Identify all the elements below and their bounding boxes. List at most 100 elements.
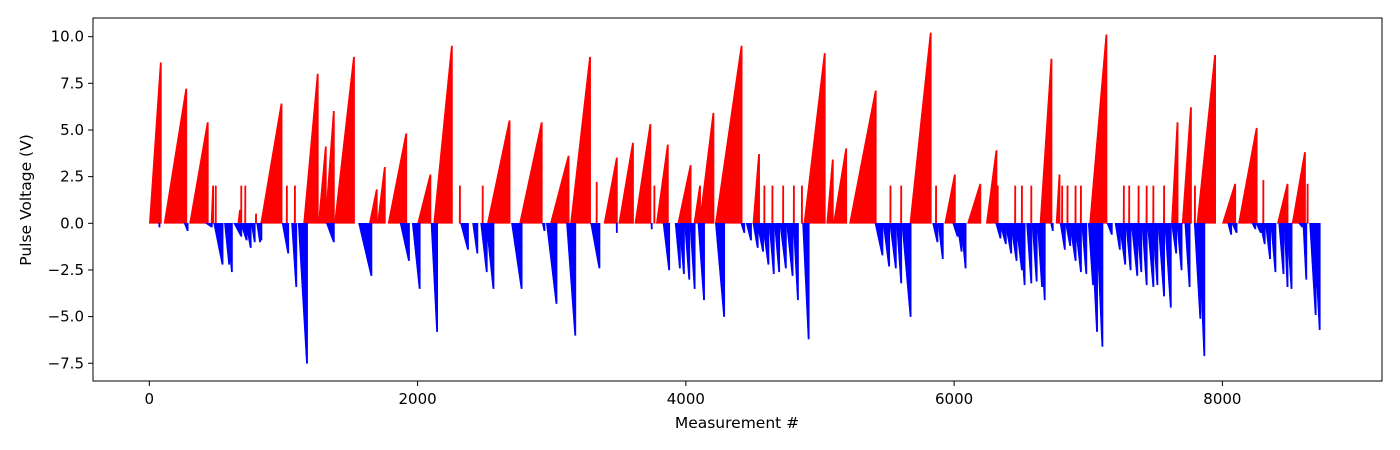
positive-pulse-bar-57 bbox=[1030, 185, 1033, 224]
negative-pulse-bar-59 bbox=[995, 222, 1002, 239]
plot-frame bbox=[92, 17, 1383, 382]
negative-pulse-bar-50 bbox=[882, 222, 891, 267]
y-tick-label-0: −7.5 bbox=[48, 354, 84, 372]
negative-pulse-bar-31 bbox=[662, 222, 671, 271]
positive-pulse-bar-80 bbox=[1306, 183, 1309, 224]
positive-pulse-bar-22 bbox=[481, 185, 484, 224]
positive-pulse-bar-39 bbox=[771, 185, 774, 224]
positive-pulse-bar-20 bbox=[433, 45, 453, 224]
negative-pulse-bar-39 bbox=[745, 222, 752, 241]
negative-pulse-bar-88 bbox=[1164, 222, 1172, 308]
negative-pulse-bar-86 bbox=[1152, 222, 1159, 286]
positive-pulse-bar-35 bbox=[698, 112, 715, 224]
positive-pulse-bar-31 bbox=[653, 185, 656, 224]
negative-pulse-bar-16 bbox=[358, 222, 373, 276]
positive-pulse-bar-58 bbox=[1039, 58, 1053, 224]
negative-pulse-bar-105 bbox=[1302, 222, 1308, 280]
negative-pulse-bar-14 bbox=[297, 222, 308, 364]
positive-pulse-bar-15 bbox=[334, 56, 355, 224]
positive-pulse-bar-51 bbox=[944, 174, 956, 224]
negative-pulse-bar-51 bbox=[889, 222, 897, 269]
negative-pulse-bar-54 bbox=[932, 222, 939, 243]
negative-pulse-bar-34 bbox=[684, 222, 691, 280]
positive-pulse-bar-42 bbox=[800, 185, 803, 224]
negative-pulse-bar-65 bbox=[1026, 222, 1033, 284]
negative-pulse-bar-35 bbox=[689, 222, 696, 289]
y-tick-label-3: 0.0 bbox=[60, 214, 84, 232]
positive-pulse-bar-73 bbox=[1193, 185, 1196, 224]
negative-pulse-bar-68 bbox=[1039, 222, 1046, 301]
y-tick-label-4: 2.5 bbox=[60, 168, 84, 186]
negative-pulse-bar-6 bbox=[233, 222, 243, 237]
positive-pulse-bar-62 bbox=[1074, 185, 1077, 224]
negative-pulse-bar-64 bbox=[1019, 222, 1026, 286]
positive-pulse-bar-74 bbox=[1196, 55, 1216, 224]
x-axis-title: Measurement # bbox=[675, 414, 799, 432]
negative-pulse-bar-81 bbox=[1125, 222, 1132, 271]
positive-pulse-bar-21 bbox=[458, 185, 461, 224]
negative-pulse-bar-13 bbox=[291, 222, 298, 288]
positive-pulse-bar-47 bbox=[889, 185, 892, 224]
negative-pulse-bar-100 bbox=[1270, 222, 1277, 273]
negative-pulse-bar-84 bbox=[1141, 222, 1148, 286]
positive-pulse-bar-61 bbox=[1066, 185, 1069, 224]
positive-pulse-bar-46 bbox=[849, 90, 877, 224]
positive-pulse-bar-52 bbox=[967, 183, 982, 224]
positive-pulse-bar-13 bbox=[318, 146, 327, 224]
y-tick-label-1: −5.0 bbox=[48, 308, 84, 326]
negative-pulse-bar-15 bbox=[325, 222, 335, 243]
positive-pulse-bar-76 bbox=[1238, 127, 1258, 224]
negative-pulse-bar-2 bbox=[204, 222, 213, 228]
y-axis-title: Pulse Voltage (V) bbox=[17, 134, 35, 266]
negative-pulse-bar-95 bbox=[1231, 222, 1238, 233]
negative-pulse-bar-62 bbox=[1010, 222, 1018, 261]
negative-pulse-bar-99 bbox=[1264, 222, 1271, 260]
positive-pulse-bar-23 bbox=[486, 120, 511, 224]
negative-pulse-bar-28 bbox=[590, 222, 601, 269]
negative-pulse-bar-69 bbox=[1050, 222, 1054, 232]
negative-pulse-bar-40 bbox=[752, 222, 759, 248]
negative-pulse-bar-101 bbox=[1278, 222, 1285, 274]
negative-pulse-bar-36 bbox=[697, 222, 705, 301]
y-tick-label-6: 7.5 bbox=[60, 74, 84, 92]
positive-pulse-bar-67 bbox=[1137, 185, 1140, 224]
negative-pulse-bar-87 bbox=[1157, 222, 1166, 297]
positive-pulse-bar-8 bbox=[254, 213, 257, 224]
negative-pulse-bar-94 bbox=[1227, 222, 1233, 235]
positive-pulse-bar-50 bbox=[935, 185, 937, 224]
negative-pulse-bar-60 bbox=[999, 222, 1007, 245]
negative-pulse-bar-42 bbox=[761, 222, 770, 265]
positive-pulse-bar-49 bbox=[909, 32, 932, 224]
negative-pulse-bar-18 bbox=[411, 222, 421, 289]
positive-pulse-bar-53 bbox=[985, 150, 998, 224]
negative-pulse-bar-74 bbox=[1081, 222, 1088, 274]
negative-pulse-bar-48 bbox=[802, 222, 810, 340]
negative-pulse-bar-45 bbox=[779, 222, 787, 269]
negative-pulse-bar-93 bbox=[1197, 222, 1206, 357]
negative-pulse-bar-85 bbox=[1146, 222, 1155, 288]
positive-pulse-bar-66 bbox=[1128, 185, 1131, 224]
positive-pulse-bar-2 bbox=[189, 122, 209, 224]
negative-pulse-bar-89 bbox=[1171, 222, 1178, 254]
x-tick-label-2: 4000 bbox=[667, 390, 705, 408]
negative-pulse-bar-22 bbox=[480, 222, 488, 273]
negative-pulse-bar-17 bbox=[399, 222, 410, 261]
positive-pulse-bar-17 bbox=[377, 167, 386, 224]
positive-pulse-bar-30 bbox=[634, 124, 652, 224]
negative-pulse-bar-91 bbox=[1184, 222, 1191, 288]
positive-pulse-bar-1 bbox=[163, 88, 188, 224]
positive-pulse-bar-6 bbox=[240, 185, 243, 224]
negative-pulse-bar-37 bbox=[715, 222, 726, 317]
negative-pulse-bar-11 bbox=[258, 222, 263, 241]
positive-pulse-bar-56 bbox=[1020, 185, 1023, 224]
positive-pulse-bar-68 bbox=[1145, 185, 1148, 224]
negative-pulse-bar-1 bbox=[183, 222, 189, 232]
negative-pulse-bar-55 bbox=[937, 222, 944, 260]
negative-pulse-bar-12 bbox=[281, 222, 290, 254]
negative-pulse-bar-52 bbox=[896, 222, 903, 284]
negative-pulse-bar-8 bbox=[245, 222, 252, 248]
negative-pulse-bar-71 bbox=[1065, 222, 1072, 246]
positive-pulse-bar-63 bbox=[1079, 185, 1082, 224]
negative-pulse-bar-79 bbox=[1114, 222, 1121, 250]
positive-pulse-bar-19 bbox=[417, 174, 432, 224]
